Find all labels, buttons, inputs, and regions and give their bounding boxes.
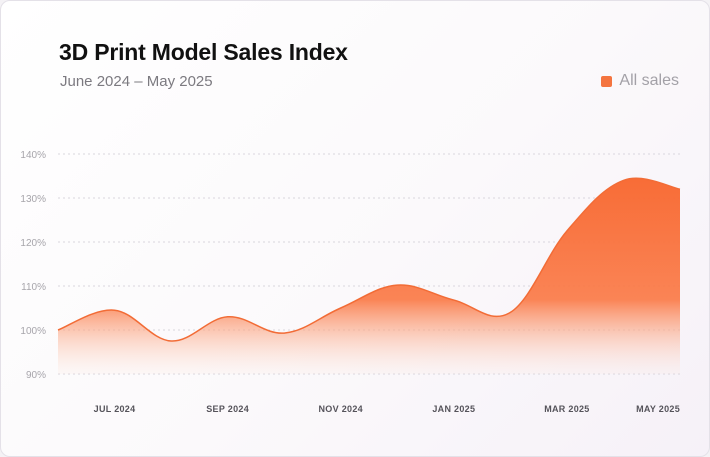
- legend-label: All sales: [619, 72, 679, 89]
- y-tick-label: 110%: [21, 282, 46, 293]
- x-tick-label: MAR 2025: [544, 404, 589, 414]
- data-point[interactable]: [338, 305, 344, 311]
- y-tick-label: 120%: [20, 238, 46, 249]
- data-point[interactable]: [507, 309, 513, 315]
- data-point[interactable]: [451, 297, 457, 303]
- data-point[interactable]: [620, 177, 626, 183]
- sales-line: [57, 177, 681, 342]
- data-point[interactable]: [225, 314, 231, 320]
- x-tick-label: SEP 2024: [206, 404, 249, 414]
- x-tick-label: JUL 2024: [94, 404, 136, 414]
- x-tick-label: NOV 2024: [319, 404, 363, 414]
- chart-subtitle: June 2024 – May 2025: [60, 73, 213, 90]
- sales-area: [58, 178, 680, 374]
- y-tick-label: 130%: [20, 194, 46, 205]
- y-tick-label: 90%: [26, 370, 46, 381]
- data-point[interactable]: [168, 338, 174, 344]
- data-point[interactable]: [112, 307, 118, 313]
- data-point[interactable]: [281, 330, 287, 336]
- data-point[interactable]: [564, 228, 570, 234]
- y-tick-label: 100%: [20, 326, 46, 337]
- legend-swatch: [601, 75, 613, 87]
- y-tick-label: 140%: [20, 150, 46, 161]
- data-point[interactable]: [677, 186, 683, 192]
- x-tick-label: MAY 2025: [636, 404, 680, 414]
- data-point[interactable]: [55, 327, 61, 333]
- chart-title: 3D Print Model Sales Index: [59, 39, 348, 65]
- legend[interactable]: All sales: [601, 72, 679, 90]
- data-point[interactable]: [394, 282, 400, 288]
- x-tick-label: JAN 2025: [432, 404, 475, 414]
